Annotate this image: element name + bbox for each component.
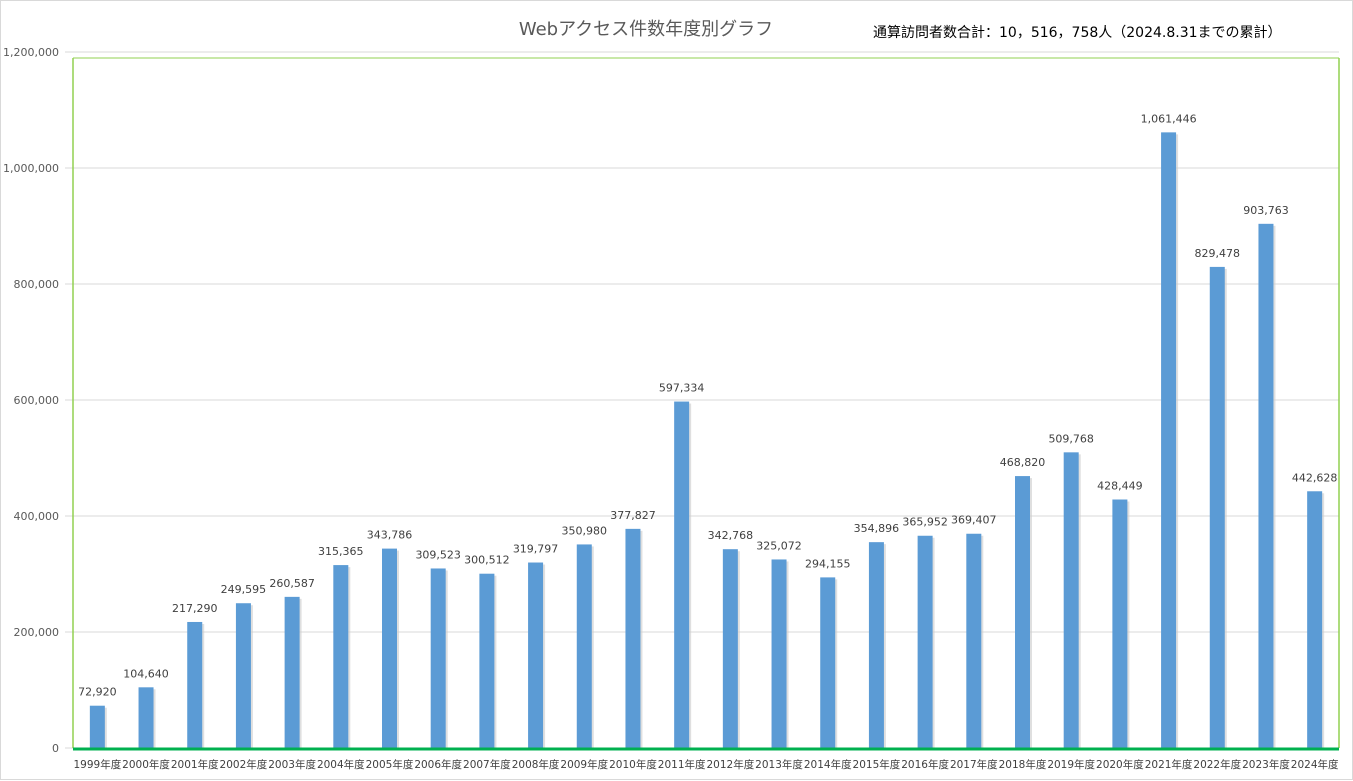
data-label: 300,512 (464, 554, 510, 567)
bar-2016年度 (917, 535, 933, 748)
data-label: 369,407 (951, 514, 997, 527)
bar-2002年度 (235, 603, 251, 748)
bar-2004年度 (333, 565, 349, 748)
x-category-label: 2018年度 (999, 758, 1047, 771)
data-label: 342,768 (708, 529, 754, 542)
y-tick-label: 800,000 (14, 278, 60, 291)
x-category-label: 2024年度 (1291, 758, 1339, 771)
bar-2009年度 (576, 544, 592, 748)
bar-2021年度 (1161, 132, 1177, 748)
y-axis-tick-labels: 0 200,000 400,000 600,000 800,000 1,000,000 1,… (3, 46, 59, 755)
bar-2007年度 (479, 573, 495, 748)
y-tick-label: 1,200,000 (3, 46, 59, 59)
data-label: 343,786 (367, 529, 413, 542)
data-label: 468,820 (1000, 456, 1046, 469)
data-label: 428,449 (1097, 479, 1143, 492)
data-label: 350,980 (562, 524, 608, 537)
x-category-label: 2001年度 (171, 758, 219, 771)
data-label: 829,478 (1195, 247, 1241, 260)
data-label: 315,365 (318, 545, 364, 558)
plot-area-border (72, 57, 1340, 751)
bar-2014年度 (820, 577, 836, 748)
data-label: 309,523 (415, 548, 461, 561)
x-category-label: 2021年度 (1145, 758, 1193, 771)
x-category-label: 2012年度 (706, 758, 754, 771)
x-category-label: 2020年度 (1096, 758, 1144, 771)
x-category-label: 2010年度 (609, 758, 657, 771)
data-label: 72,920 (78, 686, 117, 699)
y-tick-label: 200,000 (14, 626, 60, 639)
x-category-label: 2011年度 (658, 758, 706, 771)
x-category-label: 2007年度 (463, 758, 511, 771)
x-category-label: 2015年度 (853, 758, 901, 771)
data-label: 365,952 (902, 516, 948, 529)
bar-2000年度 (138, 687, 154, 748)
bar-2024年度 (1307, 491, 1323, 748)
bar-2006年度 (430, 568, 446, 748)
x-category-label: 2023年度 (1242, 758, 1290, 771)
data-label: 104,640 (123, 667, 169, 680)
x-category-label: 2004年度 (317, 758, 365, 771)
x-category-label: 2000年度 (122, 758, 170, 771)
gridlines (65, 51, 1339, 749)
bar-2019年度 (1063, 452, 1079, 748)
y-tick-label: 1,000,000 (3, 162, 59, 175)
bar-2001年度 (187, 621, 203, 748)
bar-2010年度 (625, 528, 641, 748)
bar-2023年度 (1258, 223, 1274, 749)
bar-2012年度 (722, 549, 738, 748)
x-axis-category-labels: 1999年度 2000年度 2001年度 2002年度 2003年度 2004年度 2005… (73, 758, 1339, 771)
x-category-label: 2008年度 (512, 758, 560, 771)
data-label: 442,628 (1292, 471, 1338, 484)
data-label: 903,763 (1243, 204, 1289, 217)
x-category-label: 2005年度 (366, 758, 414, 771)
bar-2022年度 (1209, 266, 1225, 748)
bar-2003年度 (284, 596, 300, 748)
data-label: 319,797 (513, 543, 559, 556)
bars (89, 132, 1325, 749)
y-tick-label: 600,000 (14, 394, 60, 407)
x-category-label: 2016年度 (901, 758, 949, 771)
data-label: 1,061,446 (1141, 112, 1197, 125)
data-label: 217,290 (172, 602, 218, 615)
y-tick-label: 400,000 (14, 510, 60, 523)
x-category-label: 2019年度 (1047, 758, 1095, 771)
data-label: 294,155 (805, 557, 851, 570)
data-label: 249,595 (221, 583, 267, 596)
x-category-label: 2002年度 (220, 758, 268, 771)
bar-2005年度 (382, 548, 397, 748)
y-tick-label: 0 (52, 742, 59, 755)
data-label: 260,587 (269, 577, 315, 590)
data-label: 509,768 (1048, 432, 1094, 445)
bar-2018年度 (1015, 476, 1030, 748)
x-category-label: 1999年度 (73, 758, 121, 771)
chart-title: Webアクセス件数年度別グラフ (518, 19, 774, 40)
x-category-label: 2003年度 (268, 758, 316, 771)
bar-2013年度 (771, 559, 787, 748)
bar-2017年度 (966, 533, 982, 748)
bar-2020年度 (1112, 499, 1128, 748)
x-category-label: 2006年度 (414, 758, 462, 771)
data-label: 354,896 (854, 522, 900, 535)
total-visitors-note: 通算訪問者数合計：10，516，758人（2024.8.31までの累計） (873, 25, 1282, 41)
bar-2015年度 (868, 542, 884, 748)
data-label: 325,072 (756, 539, 802, 552)
x-category-label: 2022年度 (1193, 758, 1241, 771)
x-category-label: 2014年度 (804, 758, 852, 771)
bar-1999年度 (89, 705, 105, 748)
bar-2011年度 (674, 401, 690, 748)
bar-2008年度 (528, 562, 544, 748)
data-label: 377,827 (610, 509, 656, 522)
x-category-label: 2009年度 (560, 758, 608, 771)
x-category-label: 2017年度 (950, 758, 998, 771)
x-category-label: 2013年度 (755, 758, 803, 771)
data-label: 597,334 (659, 382, 705, 395)
